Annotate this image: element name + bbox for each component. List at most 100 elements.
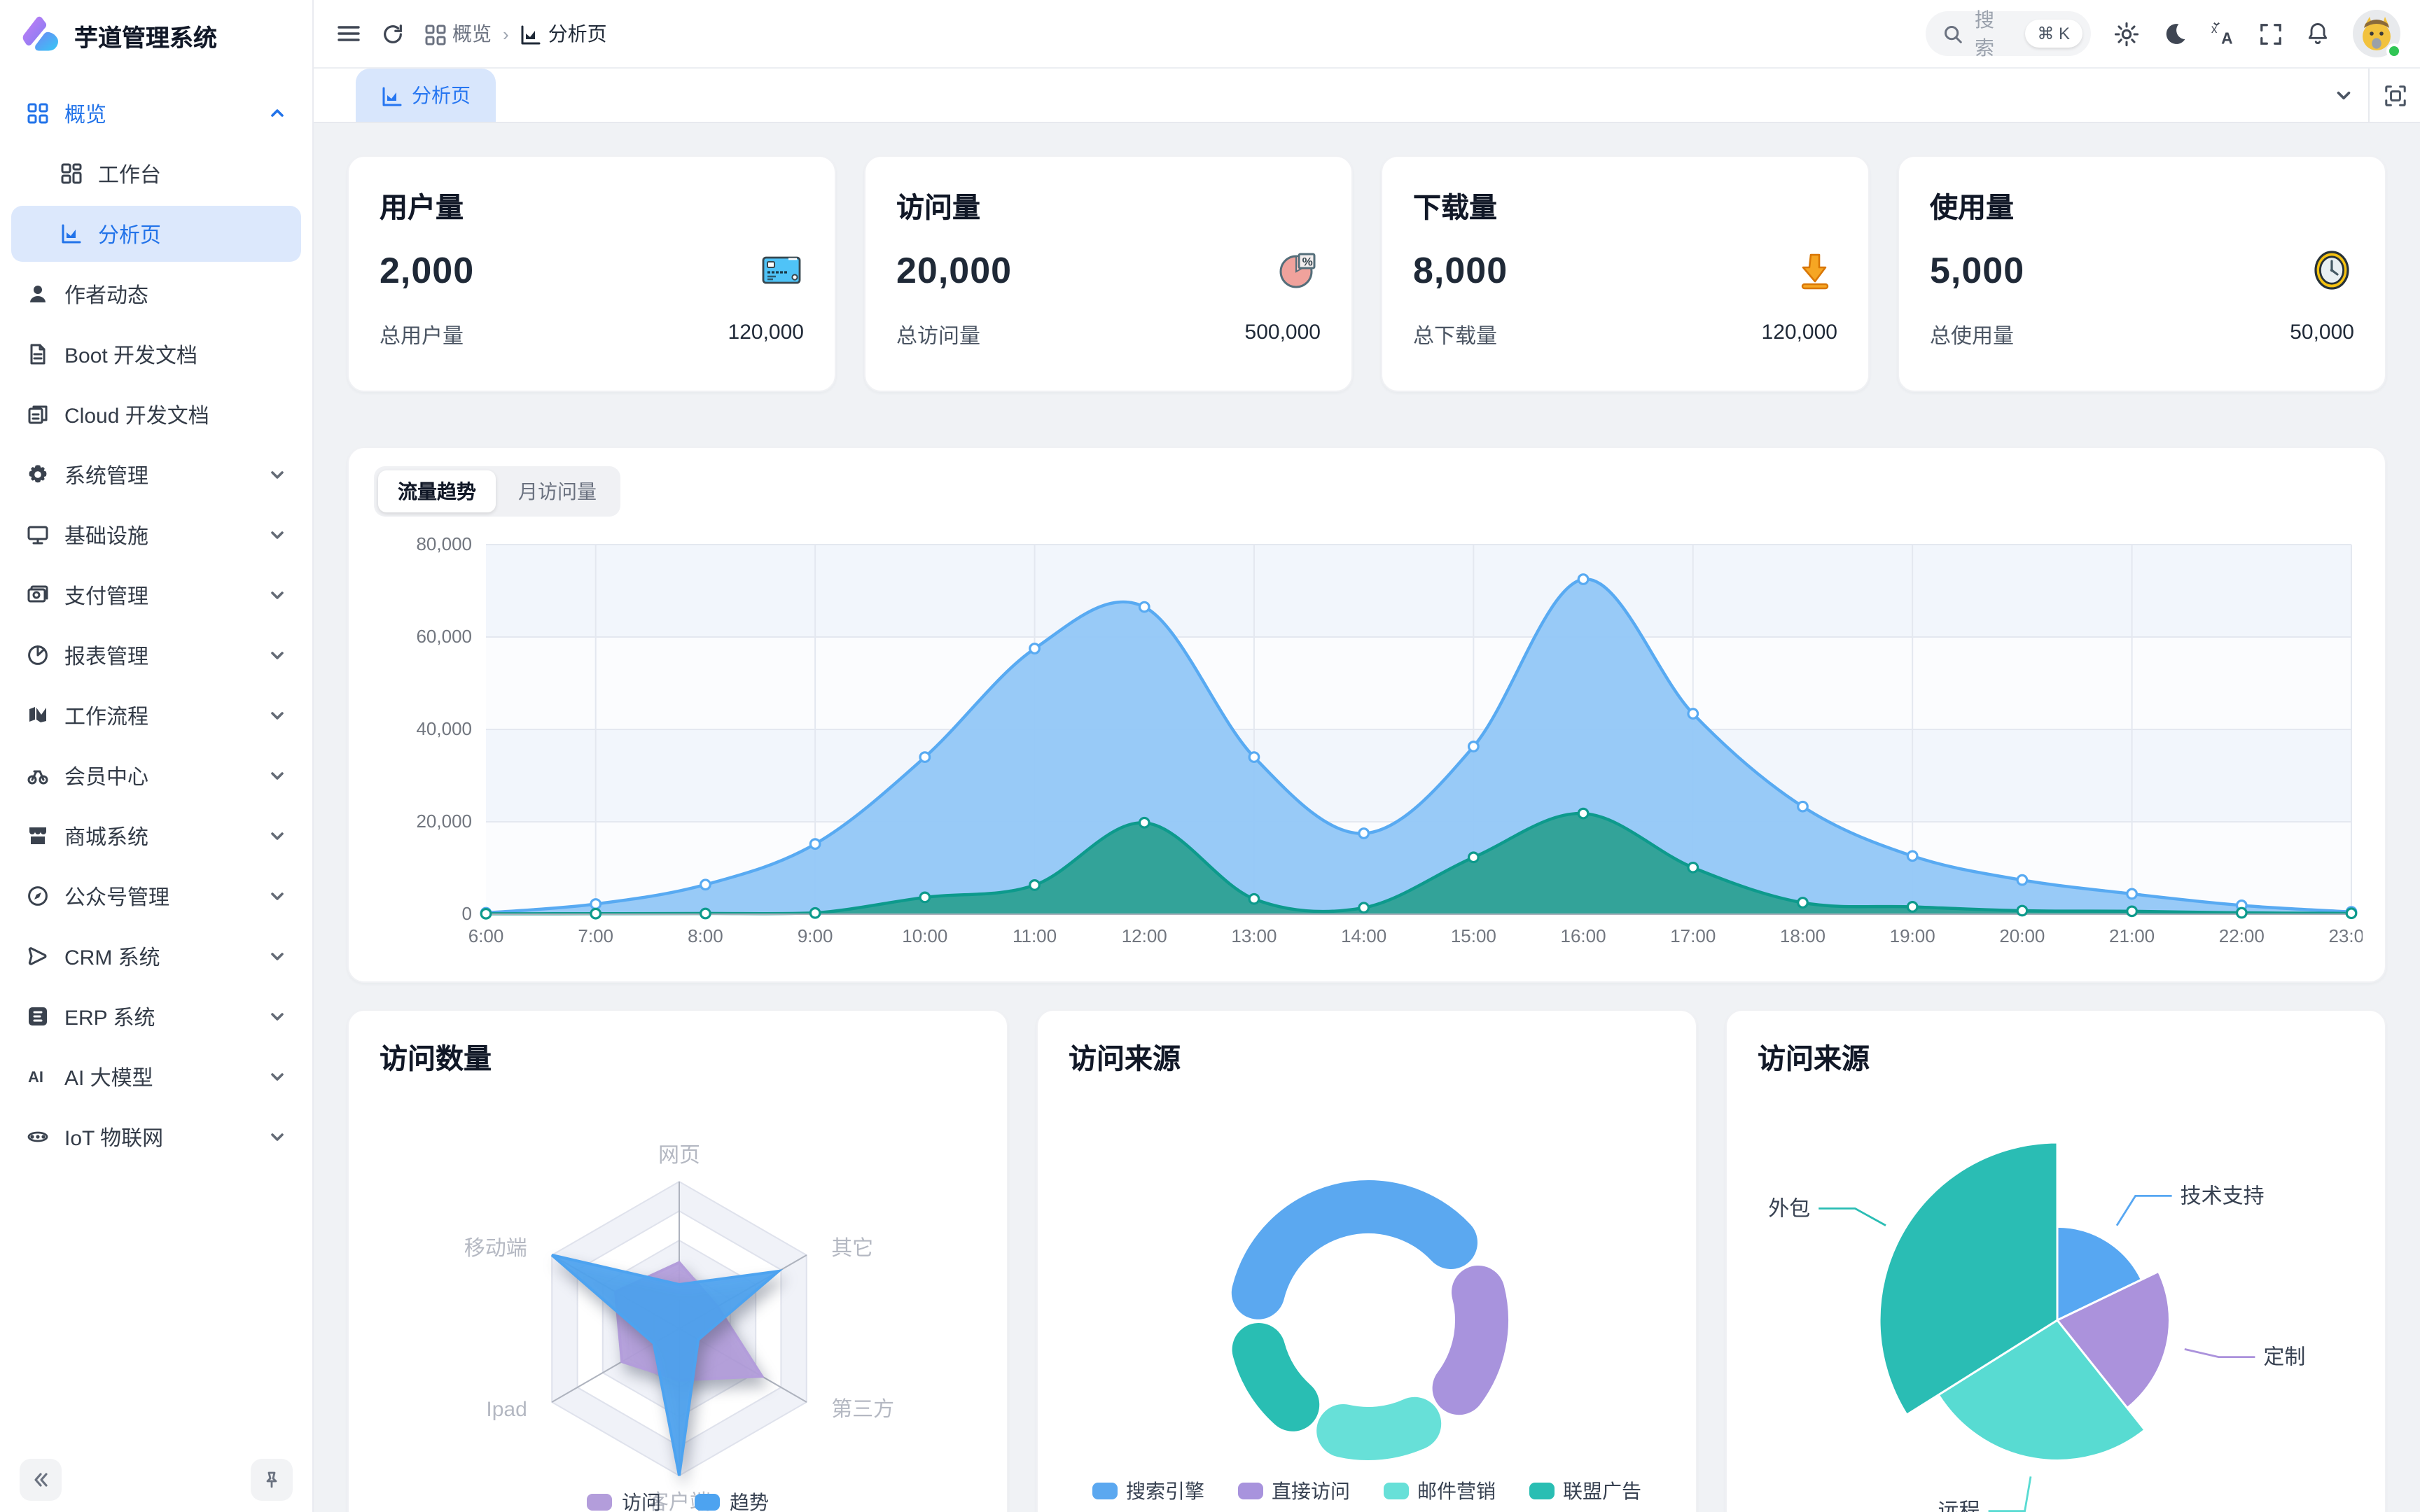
- legend-item[interactable]: 直接访问: [1238, 1477, 1350, 1505]
- stat-card-footer-value: 120,000: [728, 321, 804, 344]
- stat-card: 使用量 5,000 总使用量 50,000: [1898, 155, 2386, 392]
- sidebar-item[interactable]: Boot 开发文档: [11, 326, 301, 382]
- search-placeholder: 搜索: [1975, 8, 1994, 59]
- stat-card-title: 使用量: [1930, 193, 2014, 224]
- sidebar-item-label: 会员中心: [64, 765, 149, 789]
- breadcrumb-item-label: 概览: [452, 22, 492, 45]
- stat-card-icon: %: [1276, 248, 1321, 293]
- notifications-button[interactable]: [2305, 21, 2330, 46]
- sidebar-item-label: CRM 系统: [64, 946, 160, 969]
- collapse-sidebar-button[interactable]: [20, 1459, 62, 1501]
- tab-analysis-page[interactable]: 分析页: [356, 69, 496, 122]
- sidebar-item[interactable]: ERP 系统: [11, 988, 301, 1044]
- visit-source-donut-chart[interactable]: [1038, 1078, 1697, 1477]
- sidebar-item[interactable]: IoT 物联网: [11, 1109, 301, 1165]
- sidebar-item-label: ERP 系统: [64, 1006, 155, 1030]
- chevron-down-icon: [267, 585, 287, 605]
- sidebar-item[interactable]: 作者动态: [11, 266, 301, 322]
- sidebar-item[interactable]: 工作流程: [11, 687, 301, 743]
- legend-item[interactable]: 联盟广告: [1529, 1477, 1641, 1505]
- chevron-down-icon: [267, 826, 287, 846]
- sidebar-item[interactable]: 商城系统: [11, 808, 301, 864]
- sidebar-item-label: 作者动态: [64, 284, 149, 307]
- sidebar-item[interactable]: 工作台: [11, 146, 301, 202]
- svg-text:23:00: 23:00: [2328, 925, 2363, 946]
- sidebar-item[interactable]: 会员中心: [11, 748, 301, 804]
- logo-row[interactable]: 芋道管理系统: [0, 0, 312, 70]
- stat-card-icon: [1793, 248, 1837, 293]
- visit-source-pie-card: 访问来源 技术支持 定制 远程 外包: [1725, 1009, 2386, 1512]
- tab-list-dropdown-button[interactable]: [2318, 69, 2368, 122]
- bell-icon: [2308, 23, 2328, 44]
- legend-label: 访问: [622, 1491, 661, 1512]
- stat-card: 用户量 2,000 总用户量 120,000: [347, 155, 836, 392]
- legend-swatch: [1238, 1483, 1263, 1499]
- svg-text:移动端: 移动端: [464, 1237, 527, 1260]
- refresh-button[interactable]: [381, 22, 405, 46]
- svg-text:9:00: 9:00: [798, 925, 833, 946]
- page-content: 用户量 2,000 总用户量 120,000 访问量 20,000: [314, 123, 2420, 1512]
- sidebar-item-icon: [25, 1004, 50, 1029]
- svg-text:17:00: 17:00: [1670, 925, 1716, 946]
- visit-source-pie-title: 访问来源: [1758, 1044, 1870, 1075]
- sidebar-item[interactable]: 概览: [11, 85, 301, 141]
- sidebar-item[interactable]: 公众号管理: [11, 868, 301, 924]
- stat-card-footer-value: 120,000: [1761, 321, 1837, 344]
- sidebar-item-label: 工作流程: [64, 705, 149, 729]
- stat-card-icon: [2309, 248, 2354, 293]
- chevron-down-icon: [267, 1067, 287, 1086]
- breadcrumb-item[interactable]: 概览: [424, 20, 492, 48]
- sidebar-item[interactable]: 支付管理: [11, 567, 301, 623]
- breadcrumb-item-icon: [520, 23, 541, 44]
- tab-label: 分析页: [412, 84, 471, 106]
- pin-menu-button[interactable]: [251, 1459, 293, 1501]
- stat-card-footer-label: 总使用量: [1930, 325, 2015, 349]
- sidebar-item-icon: [59, 221, 84, 246]
- sidebar-item[interactable]: 分析页: [11, 206, 301, 262]
- dark-mode-toggle[interactable]: [2162, 21, 2188, 46]
- user-avatar[interactable]: [2353, 10, 2402, 59]
- sidebar-item[interactable]: CRM 系统: [11, 928, 301, 984]
- legend-item[interactable]: 访问: [587, 1488, 661, 1512]
- legend-item[interactable]: 邮件营销: [1384, 1477, 1496, 1505]
- expand-icon: [2384, 85, 2405, 106]
- hamburger-menu-button[interactable]: [336, 21, 361, 46]
- sidebar-item[interactable]: Cloud 开发文档: [11, 386, 301, 442]
- chevron-down-icon: [267, 766, 287, 785]
- traffic-area-chart[interactable]: 80,000 60,000 40,000 20,000 06:00 7:00 8:00 9:0…: [374, 533, 2363, 956]
- search-input[interactable]: 搜索 ⌘ K: [1926, 8, 2091, 59]
- sidebar-item[interactable]: 系统管理: [11, 447, 301, 503]
- breadcrumb-item[interactable]: 分析页: [520, 20, 607, 48]
- legend-item[interactable]: 搜索引擎: [1092, 1477, 1204, 1505]
- maximize-content-button[interactable]: [2370, 69, 2420, 122]
- legend-item[interactable]: 趋势: [695, 1488, 769, 1512]
- settings-button[interactable]: [2113, 20, 2140, 47]
- sidebar-item[interactable]: 报表管理: [11, 627, 301, 683]
- sidebar-item[interactable]: 基础设施: [11, 507, 301, 563]
- stat-card-footer-value: 500,000: [1244, 321, 1321, 344]
- chart-tab[interactable]: 流量趋势: [378, 470, 496, 512]
- chevron-down-icon: [267, 886, 287, 906]
- language-switch-button[interactable]: x A: [2210, 20, 2237, 47]
- svg-text:11:00: 11:00: [1013, 925, 1057, 946]
- sidebar-item-label: IoT 物联网: [64, 1126, 164, 1150]
- gear-icon: [2114, 21, 2139, 46]
- breadcrumb-separator: ›: [503, 23, 509, 44]
- sidebar-item-icon: [25, 522, 50, 547]
- sidebar-item-icon: [25, 763, 50, 788]
- sidebar-item-label: AI 大模型: [64, 1066, 153, 1090]
- sidebar-item-icon: [25, 944, 50, 969]
- sidebar-item-label: 报表管理: [64, 645, 149, 668]
- stat-card-value: 20,000: [896, 248, 1013, 290]
- sidebar-item-label: 工作台: [98, 163, 162, 187]
- legend-swatch: [1092, 1483, 1118, 1499]
- svg-text:0: 0: [462, 903, 472, 924]
- tab-bar: 分析页: [314, 69, 2420, 123]
- sidebar-item-label: Cloud 开发文档: [64, 404, 209, 428]
- sidebar-item-label: 支付管理: [64, 584, 149, 608]
- fullscreen-button[interactable]: [2259, 22, 2283, 46]
- sidebar-item[interactable]: AI AI 大模型: [11, 1049, 301, 1105]
- chart-tab[interactable]: 月访问量: [499, 470, 616, 512]
